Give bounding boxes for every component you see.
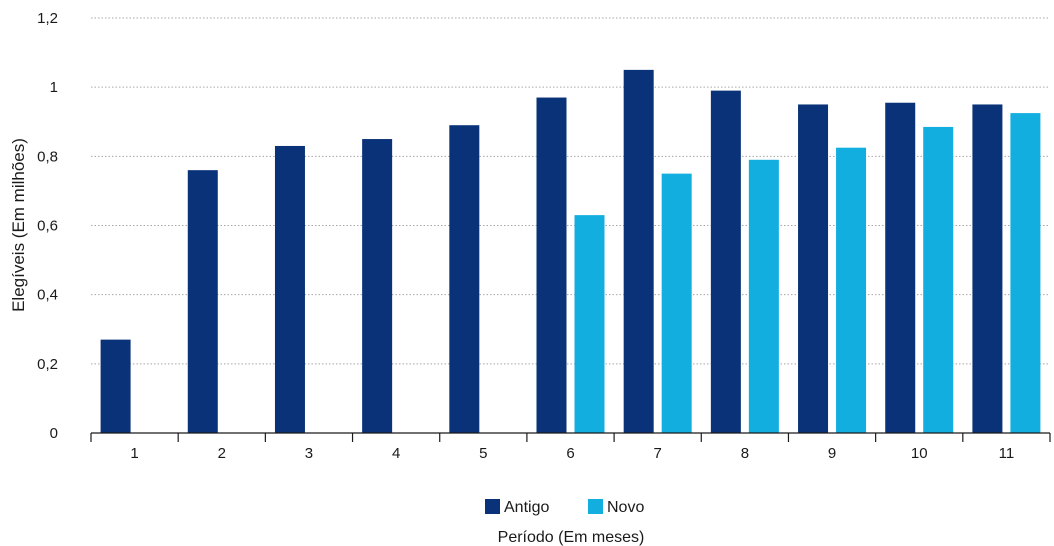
x-tick-labels: 1 2 3 4 5 6 7 8 9 10 11 <box>130 445 1014 462</box>
y-axis-label: Elegíveis (Em milhões) <box>9 138 28 312</box>
y-tick-label: 0,8 <box>37 148 58 165</box>
x-tick-label: 2 <box>218 445 226 462</box>
legend-label-novo: Novo <box>607 499 644 516</box>
legend-label-antigo: Antigo <box>504 499 549 516</box>
bar-antigo-6 <box>536 97 567 434</box>
bar-antigo-7 <box>623 69 654 433</box>
x-axis <box>90 432 1051 442</box>
bar-antigo-10 <box>885 102 916 434</box>
x-tick-label: 1 <box>130 445 138 462</box>
y-tick-labels: 0 0,2 0,4 0,6 0,8 1 1,2 <box>37 10 58 442</box>
y-tick-label: 0,2 <box>37 356 58 373</box>
bar-novo-8 <box>748 159 779 433</box>
x-tick-label: 11 <box>999 445 1015 462</box>
y-tick-label: 1,2 <box>37 10 58 27</box>
y-tick-label: 0,6 <box>37 218 58 235</box>
x-tick-label: 7 <box>654 445 662 462</box>
bar-novo-11 <box>1010 113 1041 434</box>
y-tick-label: 0 <box>50 425 58 442</box>
y-tick-label: 1 <box>50 79 58 96</box>
bar-antigo-4 <box>362 139 393 433</box>
bar-novo-7 <box>661 173 692 433</box>
x-tick-label: 4 <box>392 445 400 462</box>
x-tick-label: 3 <box>305 445 313 462</box>
bar-novo-6 <box>574 215 605 433</box>
legend-swatch-antigo <box>485 499 500 514</box>
legend-swatch-novo <box>588 499 603 514</box>
x-axis-label: Período (Em meses) <box>498 529 645 546</box>
bar-antigo-11 <box>972 104 1003 433</box>
bar-antigo-9 <box>798 104 829 433</box>
bar-antigo-8 <box>710 90 741 433</box>
x-tick-label: 9 <box>828 445 836 462</box>
bar-antigo-5 <box>449 125 480 433</box>
x-tick-label: 6 <box>566 445 574 462</box>
y-tick-label: 0,4 <box>37 287 58 304</box>
bar-antigo-3 <box>274 145 305 434</box>
legend: Antigo Novo <box>485 499 644 516</box>
x-tick-label: 8 <box>741 445 749 462</box>
x-tick-label: 5 <box>479 445 487 462</box>
x-tick-label: 10 <box>911 445 928 462</box>
bar-antigo-2 <box>187 170 218 433</box>
bar-antigo-1 <box>100 339 131 433</box>
bar-novo-10 <box>923 126 954 433</box>
bars <box>100 69 1041 434</box>
bar-novo-9 <box>836 147 867 433</box>
